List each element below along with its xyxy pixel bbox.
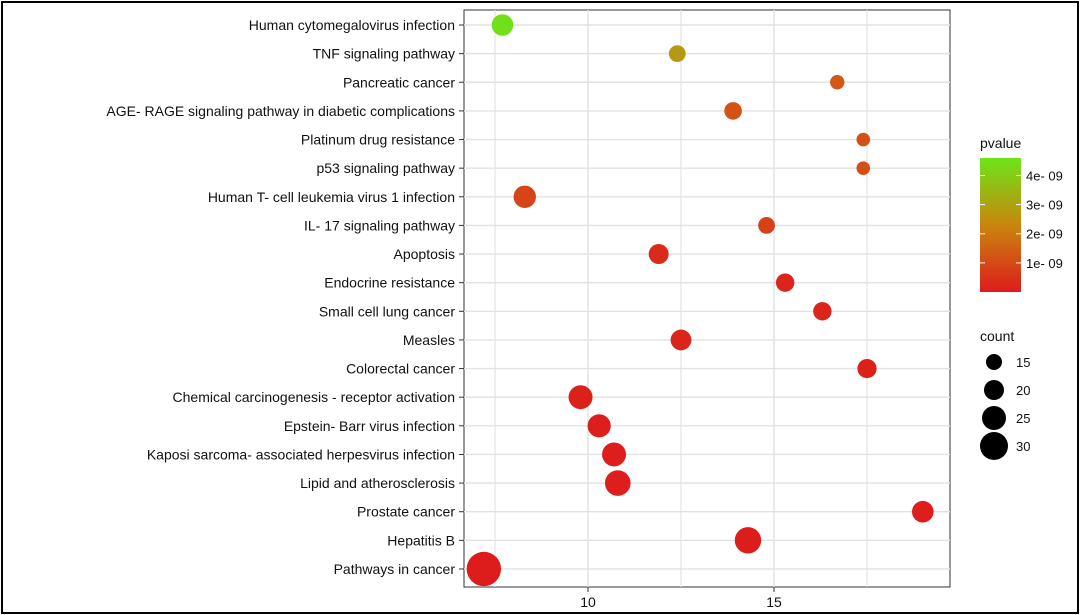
size-legend-label: 30 (1016, 439, 1030, 454)
colorbar-label: 2e- 09 (1026, 227, 1063, 242)
x-axis-ticks: 10 15 (580, 587, 782, 610)
y-tick-label: Kaposi sarcoma- associated herpesvirus i… (147, 446, 455, 462)
size-legend-label: 25 (1016, 411, 1030, 426)
data-point (491, 14, 514, 36)
grid-lines (464, 10, 950, 587)
y-tick-label: Apoptosis (394, 246, 455, 262)
data-point (857, 358, 877, 379)
y-tick-label: Pathways in cancer (334, 561, 456, 577)
colorbar-label: 1e- 09 (1026, 256, 1063, 271)
size-legend-dot (986, 354, 1002, 370)
size-legend-dot (982, 406, 1006, 430)
data-point (587, 414, 611, 438)
data-points (466, 14, 934, 587)
data-point (813, 302, 832, 321)
y-tick-label: Measles (403, 332, 455, 348)
pvalue-colorbar (980, 158, 1021, 292)
data-point (830, 75, 845, 90)
y-tick-label: TNF signaling pathway (313, 46, 455, 62)
y-tick-label: Pancreatic cancer (343, 74, 455, 90)
size-legend-label: 15 (1016, 355, 1030, 370)
data-point (758, 217, 775, 234)
y-tick-label: AGE- RAGE signaling pathway in diabetic … (106, 103, 455, 119)
pvalue-legend: pvalue 1e- 09 2e- 09 3e- 09 4e- 09 (980, 135, 1063, 292)
data-point (602, 442, 627, 467)
data-point (568, 385, 593, 410)
y-axis-labels: Human cytomegalovirus infection TNF signa… (106, 17, 464, 577)
y-tick-label: Epstein- Barr virus infection (284, 418, 455, 434)
colorbar-label: 3e- 09 (1026, 198, 1063, 213)
y-tick-label: Lipid and atherosclerosis (300, 475, 455, 491)
data-point (668, 45, 686, 63)
y-tick-label: p53 signaling pathway (316, 160, 455, 176)
colorbar-label: 4e- 09 (1026, 168, 1063, 183)
data-point (734, 527, 762, 554)
x-tick-label: 10 (580, 594, 596, 610)
pvalue-legend-title: pvalue (980, 135, 1021, 151)
y-tick-label: IL- 17 signaling pathway (304, 217, 455, 233)
count-legend: count 15 20 25 30 (980, 328, 1030, 460)
y-tick-label: Hepatitis B (387, 532, 455, 548)
y-tick-label: Human T- cell leukemia virus 1 infection (208, 189, 455, 205)
y-tick-label: Prostate cancer (357, 504, 455, 520)
data-point (670, 329, 692, 351)
data-point (604, 470, 631, 496)
y-tick-label: Small cell lung cancer (319, 303, 456, 319)
y-tick-label: Colorectal cancer (346, 361, 455, 377)
x-tick-label: 15 (766, 594, 782, 610)
plot-panel (463, 9, 951, 588)
size-legend-dot (980, 432, 1008, 460)
size-legend-dot (984, 380, 1004, 400)
y-tick-label: Human cytomegalovirus infection (249, 17, 455, 33)
data-point (856, 161, 871, 175)
data-point (466, 551, 502, 587)
y-tick-label: Chemical carcinogenesis - receptor activ… (173, 389, 455, 405)
size-legend-label: 20 (1016, 383, 1030, 398)
data-point (856, 132, 871, 147)
y-tick-label: Endocrine resistance (324, 275, 455, 291)
y-tick-label: Platinum drug resistance (301, 132, 455, 148)
count-legend-title: count (980, 328, 1014, 344)
data-point (724, 102, 742, 120)
data-point (912, 500, 934, 523)
data-point (513, 185, 536, 208)
data-point (648, 244, 669, 265)
data-point (775, 273, 795, 292)
